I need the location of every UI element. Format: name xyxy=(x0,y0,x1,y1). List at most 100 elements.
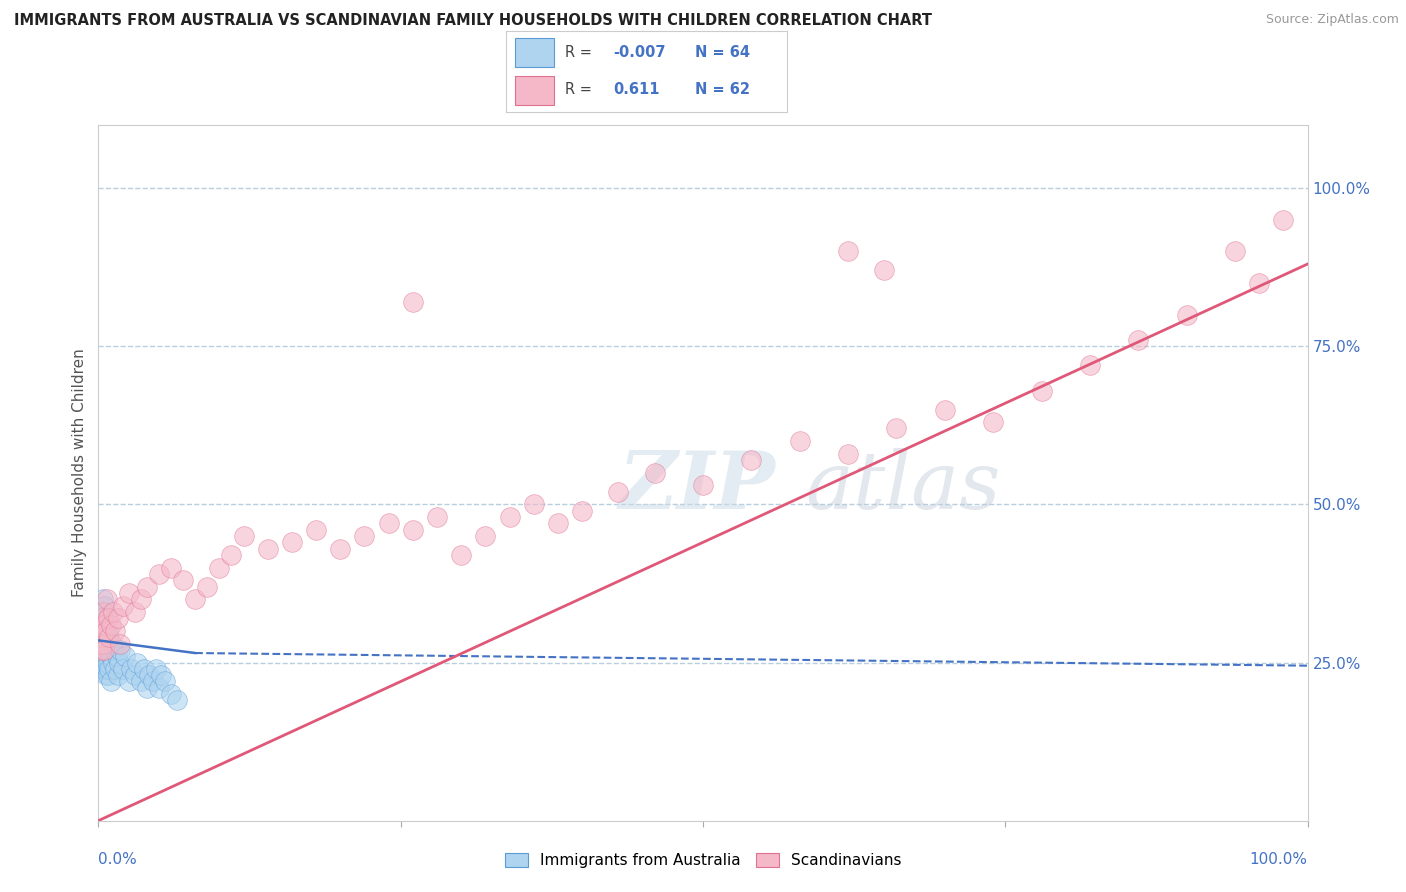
Point xyxy=(256,541,278,556)
Point xyxy=(97,656,120,670)
Point xyxy=(91,662,114,676)
Point xyxy=(91,643,114,657)
Point xyxy=(142,674,165,689)
Point xyxy=(90,649,112,664)
Point xyxy=(148,566,170,581)
Point xyxy=(145,662,167,676)
Point xyxy=(97,668,120,682)
Point xyxy=(166,693,188,707)
Point xyxy=(93,643,115,657)
Point xyxy=(93,636,115,650)
Point xyxy=(101,605,124,619)
Point xyxy=(607,484,630,499)
Point xyxy=(89,636,111,650)
Text: 100.0%: 100.0% xyxy=(1250,852,1308,867)
Point xyxy=(91,605,114,619)
Text: IMMIGRANTS FROM AUSTRALIA VS SCANDINAVIAN FAMILY HOUSEHOLDS WITH CHILDREN CORREL: IMMIGRANTS FROM AUSTRALIA VS SCANDINAVIA… xyxy=(14,13,932,29)
Point xyxy=(127,656,149,670)
Point xyxy=(135,681,157,695)
Point xyxy=(1249,276,1271,290)
Point xyxy=(90,624,112,638)
Point xyxy=(93,617,115,632)
Point xyxy=(402,523,425,537)
Point xyxy=(90,643,112,657)
Point xyxy=(523,497,546,511)
Point xyxy=(195,580,218,594)
Point xyxy=(160,687,183,701)
Point xyxy=(124,605,146,619)
Point xyxy=(103,643,125,657)
Point xyxy=(1078,358,1101,372)
Point xyxy=(107,668,129,682)
Point xyxy=(100,674,122,689)
Point xyxy=(100,636,122,650)
Point xyxy=(96,662,118,676)
Point xyxy=(129,592,152,607)
Point xyxy=(547,516,569,531)
Point xyxy=(98,662,121,676)
Point xyxy=(124,668,146,682)
Point xyxy=(96,636,118,650)
Text: Source: ZipAtlas.com: Source: ZipAtlas.com xyxy=(1265,13,1399,27)
Point xyxy=(981,415,1004,429)
Point xyxy=(111,662,134,676)
Point xyxy=(474,529,496,543)
Point xyxy=(1272,212,1295,227)
Point xyxy=(90,636,112,650)
Point xyxy=(232,529,254,543)
Point xyxy=(1031,384,1053,398)
Point xyxy=(837,244,859,259)
Text: ZIP: ZIP xyxy=(619,448,775,525)
Legend: Immigrants from Australia, Scandinavians: Immigrants from Australia, Scandinavians xyxy=(496,846,910,876)
Point xyxy=(108,656,131,670)
Point xyxy=(571,504,593,518)
Point xyxy=(90,617,112,632)
Point xyxy=(281,535,304,549)
Point xyxy=(96,649,118,664)
Text: R =: R = xyxy=(565,82,596,97)
Point xyxy=(426,510,449,524)
Point xyxy=(93,611,115,625)
Point xyxy=(94,624,117,638)
Point xyxy=(129,674,152,689)
Point xyxy=(91,630,114,644)
Point xyxy=(100,649,122,664)
Point xyxy=(873,263,896,277)
Text: atlas: atlas xyxy=(806,448,1001,525)
Point xyxy=(135,580,157,594)
Point xyxy=(1223,244,1246,259)
Point xyxy=(94,636,117,650)
Point xyxy=(1175,308,1198,322)
Point xyxy=(97,611,120,625)
Text: 0.0%: 0.0% xyxy=(98,852,138,867)
Text: N = 64: N = 64 xyxy=(695,45,749,60)
Point xyxy=(98,630,121,644)
Point xyxy=(91,617,114,632)
Point xyxy=(789,434,811,449)
Point xyxy=(329,541,352,556)
Point xyxy=(184,592,207,607)
Point xyxy=(107,611,129,625)
Point xyxy=(98,643,121,657)
Point xyxy=(118,586,141,600)
Point xyxy=(120,662,142,676)
Text: -0.007: -0.007 xyxy=(613,45,665,60)
Point xyxy=(97,624,120,638)
Point xyxy=(172,574,194,588)
Point xyxy=(93,624,115,638)
Point xyxy=(94,656,117,670)
Point xyxy=(96,592,118,607)
Point xyxy=(108,643,131,657)
Point xyxy=(89,624,111,638)
Point xyxy=(1128,333,1150,347)
Point xyxy=(91,636,114,650)
Point xyxy=(104,624,127,638)
Point xyxy=(118,674,141,689)
Point xyxy=(89,630,111,644)
Text: R =: R = xyxy=(565,45,596,60)
Point xyxy=(97,643,120,657)
Point xyxy=(91,643,114,657)
Point xyxy=(93,662,115,676)
Point xyxy=(100,617,122,632)
Point xyxy=(498,510,520,524)
